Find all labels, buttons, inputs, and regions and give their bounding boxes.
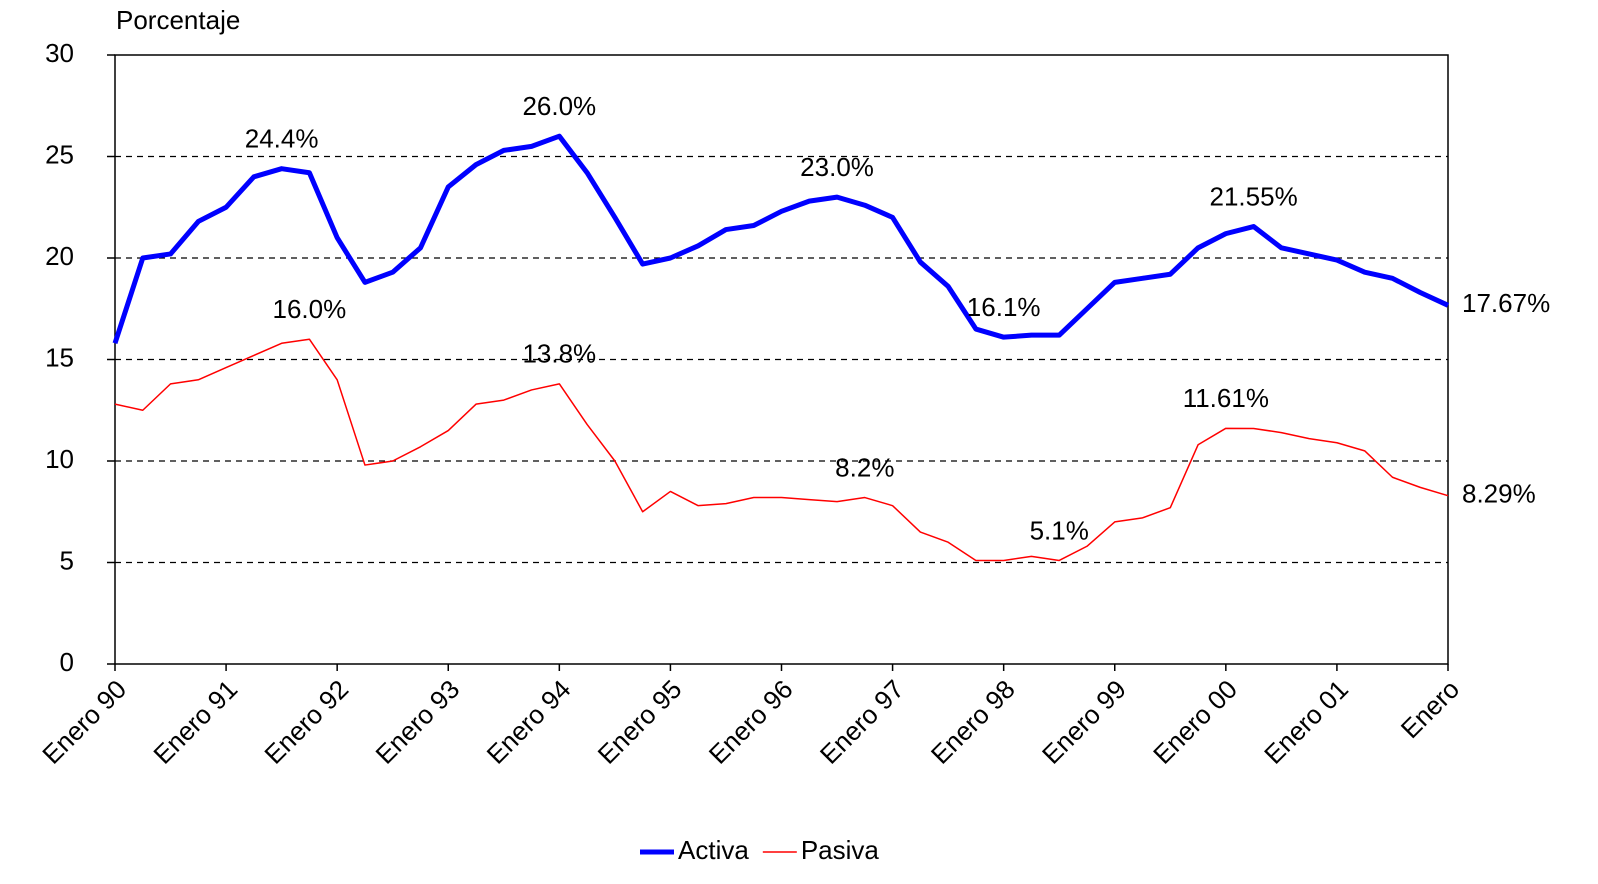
data-label: 17.67% xyxy=(1462,288,1550,318)
data-label: 13.8% xyxy=(522,339,596,369)
x-tick-label: Enero 93 xyxy=(370,674,466,770)
data-label: 24.4% xyxy=(245,124,319,154)
y-tick-label: 0 xyxy=(60,647,74,677)
y-tick-label: 5 xyxy=(60,545,74,575)
data-label: 16.0% xyxy=(273,294,347,324)
data-label: 8.29% xyxy=(1462,479,1536,509)
y-tick-label: 15 xyxy=(45,342,74,372)
x-tick-label: Enero 91 xyxy=(147,674,243,770)
x-tick-label: Enero 97 xyxy=(814,674,910,770)
y-tick-label: 30 xyxy=(45,38,74,68)
data-label: 23.0% xyxy=(800,152,874,182)
legend-label: Pasiva xyxy=(801,835,880,865)
x-tick-label: Enero 94 xyxy=(481,674,577,770)
y-tick-label: 25 xyxy=(45,139,74,169)
x-tick-label: Enero 01 xyxy=(1258,674,1354,770)
x-tick-label: Enero 99 xyxy=(1036,674,1132,770)
data-label: 5.1% xyxy=(1030,515,1089,545)
series-line xyxy=(114,338,1449,562)
legend-label: Activa xyxy=(678,835,749,865)
x-tick-label: Enero 92 xyxy=(258,674,354,770)
chart-title: Porcentaje xyxy=(116,5,240,35)
series-line xyxy=(112,133,1450,345)
data-label: 21.55% xyxy=(1210,181,1298,211)
x-tick-label: Enero xyxy=(1395,674,1465,744)
data-label: 8.2% xyxy=(835,452,894,482)
y-tick-label: 10 xyxy=(45,444,74,474)
x-tick-label: Enero 96 xyxy=(703,674,799,770)
data-label: 26.0% xyxy=(522,91,596,121)
y-tick-label: 20 xyxy=(45,241,74,271)
data-label: 16.1% xyxy=(967,292,1041,322)
x-tick-label: Enero 00 xyxy=(1147,674,1243,770)
x-tick-label: Enero 98 xyxy=(925,674,1021,770)
x-tick-label: Enero 95 xyxy=(592,674,688,770)
data-label: 11.61% xyxy=(1183,383,1269,413)
x-tick-label: Enero 90 xyxy=(36,674,132,770)
